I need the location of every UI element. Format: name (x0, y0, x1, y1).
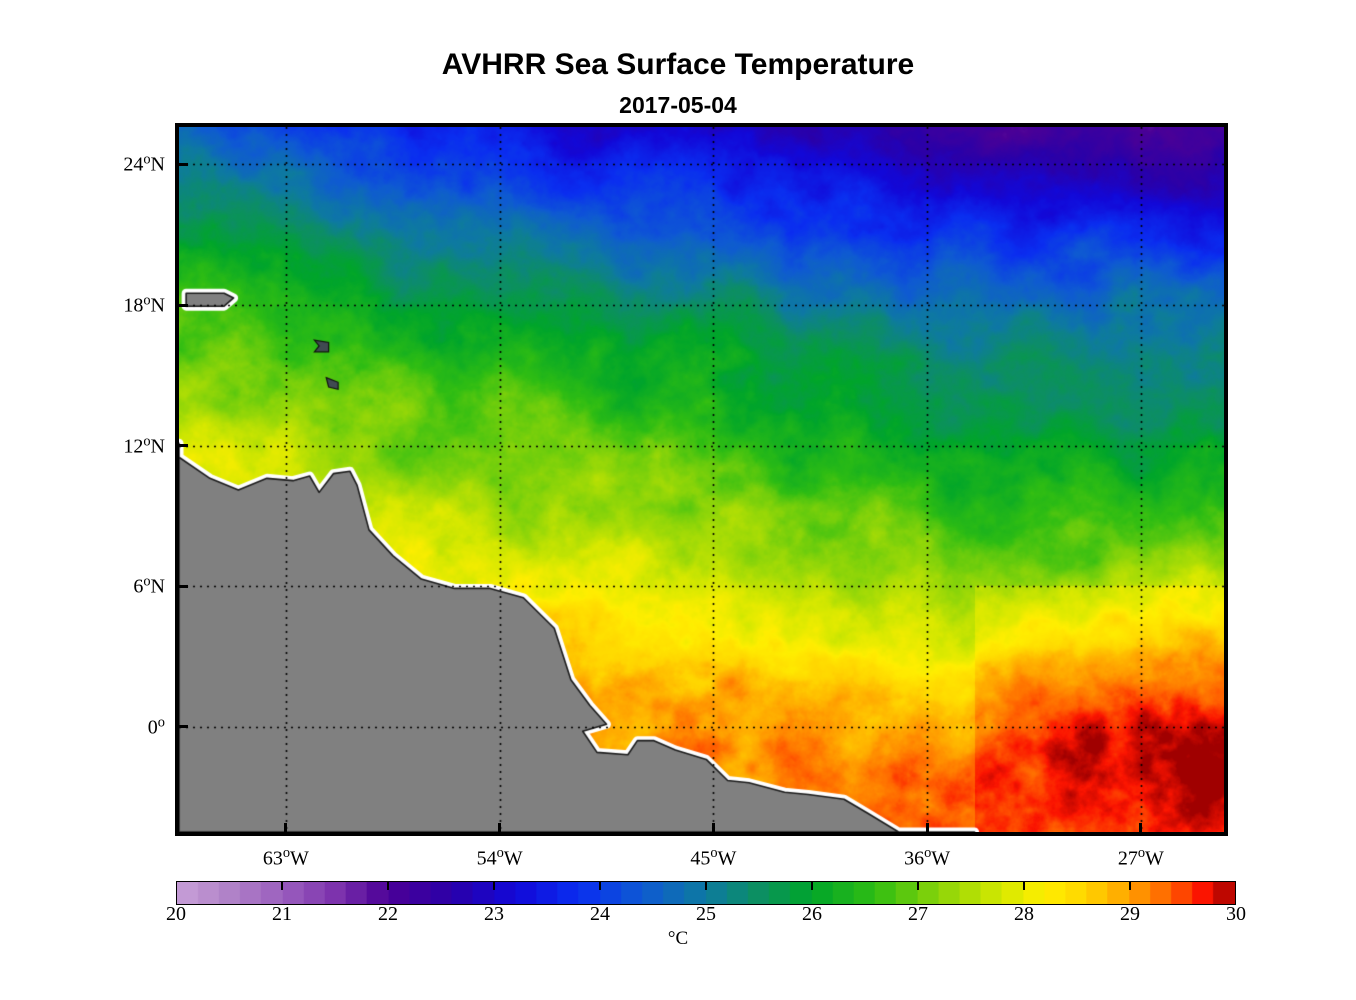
degree-symbol: o (496, 845, 504, 861)
x-tick-value: 45 (690, 847, 711, 870)
y-axis-label-12n: 12oN (85, 433, 165, 458)
y-tick-hemisphere: N (150, 154, 165, 177)
sst-heatmap-canvas (179, 127, 1224, 832)
colorbar-label-21: 21 (272, 903, 292, 925)
colorbar-label-26: 26 (802, 903, 822, 925)
colorbar-label-23: 23 (484, 903, 504, 925)
colorbar-tick-21 (281, 881, 283, 890)
x-tick-hemisphere: W (503, 847, 523, 870)
y-tick-value: 24 (123, 154, 144, 177)
y-tick-hemisphere: N (150, 575, 165, 598)
colorbar-label-28: 28 (1014, 903, 1034, 925)
y-axis-tick-6n (175, 584, 188, 588)
x-tick-hemisphere: W (1145, 847, 1164, 870)
y-axis-label-24n: 24oN (85, 152, 165, 177)
y-axis-tick-18n (175, 303, 188, 307)
y-tick-hemisphere: N (150, 435, 165, 458)
x-axis-tick-63w (284, 823, 288, 836)
degree-symbol: o (143, 573, 151, 590)
colorbar-label-29: 29 (1120, 903, 1140, 925)
degree-symbol: o (1137, 845, 1146, 861)
degree-symbol: o (157, 713, 165, 730)
y-tick-value: 6 (133, 575, 144, 598)
degree-symbol: o (282, 845, 291, 861)
y-tick-hemisphere: N (150, 294, 165, 317)
x-axis-label-54w: 54oW (477, 845, 523, 870)
colorbar-tick-22 (387, 881, 389, 890)
x-tick-hemisphere: W (290, 847, 309, 870)
figure-subtitle-date: 2017-05-04 (619, 92, 737, 118)
colorbar-label-27: 27 (908, 903, 928, 925)
y-axis-tick-0eq (175, 725, 188, 729)
x-axis-tick-45w (711, 823, 715, 836)
y-tick-value: 0 (147, 716, 158, 739)
degree-symbol: o (143, 292, 151, 309)
colorbar-label-30: 30 (1226, 903, 1246, 925)
degree-symbol: o (143, 151, 151, 168)
x-axis-tick-27w (1139, 823, 1143, 836)
x-tick-value: 27 (1117, 847, 1138, 870)
x-tick-value: 63 (262, 847, 283, 870)
y-axis-label-6n: 6oN (85, 573, 165, 598)
colorbar-label-25: 25 (696, 903, 716, 925)
degree-symbol: o (710, 845, 718, 861)
colorbar-tick-24 (599, 881, 601, 890)
colorbar-unit-label: °C (667, 928, 689, 949)
degree-symbol: o (143, 432, 151, 449)
x-tick-value: 36 (904, 847, 925, 870)
colorbar-tick-25 (705, 881, 707, 890)
x-axis-label-45w: 45oW (690, 845, 736, 870)
colorbar-tick-26 (811, 881, 813, 890)
y-tick-value: 18 (123, 294, 144, 317)
x-axis-label-27w: 27oW (1118, 845, 1164, 870)
page-title: AVHRR Sea Surface Temperature (441, 48, 915, 81)
map-plot-area[interactable] (175, 123, 1228, 836)
y-axis-label-0eq: 0o (85, 714, 165, 739)
degree-symbol: o (924, 845, 932, 861)
y-tick-value: 12 (123, 435, 144, 458)
colorbar-label-22: 22 (378, 903, 398, 925)
x-axis-tick-54w (498, 823, 502, 836)
x-axis-label-63w: 63oW (263, 845, 309, 870)
y-axis-tick-12n (175, 444, 188, 448)
colorbar-label-24: 24 (590, 903, 610, 925)
y-axis-label-18n: 18oN (85, 292, 165, 317)
colorbar-tick-23 (493, 881, 495, 890)
colorbar-tick-28 (1023, 881, 1025, 890)
colorbar-tick-27 (917, 881, 919, 890)
x-axis-label-36w: 36oW (904, 845, 950, 870)
colorbar-label-20: 20 (166, 903, 186, 925)
y-axis-tick-24n (175, 162, 188, 166)
x-tick-value: 54 (476, 847, 497, 870)
colorbar-tick-29 (1129, 881, 1131, 890)
x-axis-tick-36w (925, 823, 929, 836)
x-tick-hemisphere: W (717, 847, 737, 870)
x-tick-hemisphere: W (931, 847, 951, 870)
